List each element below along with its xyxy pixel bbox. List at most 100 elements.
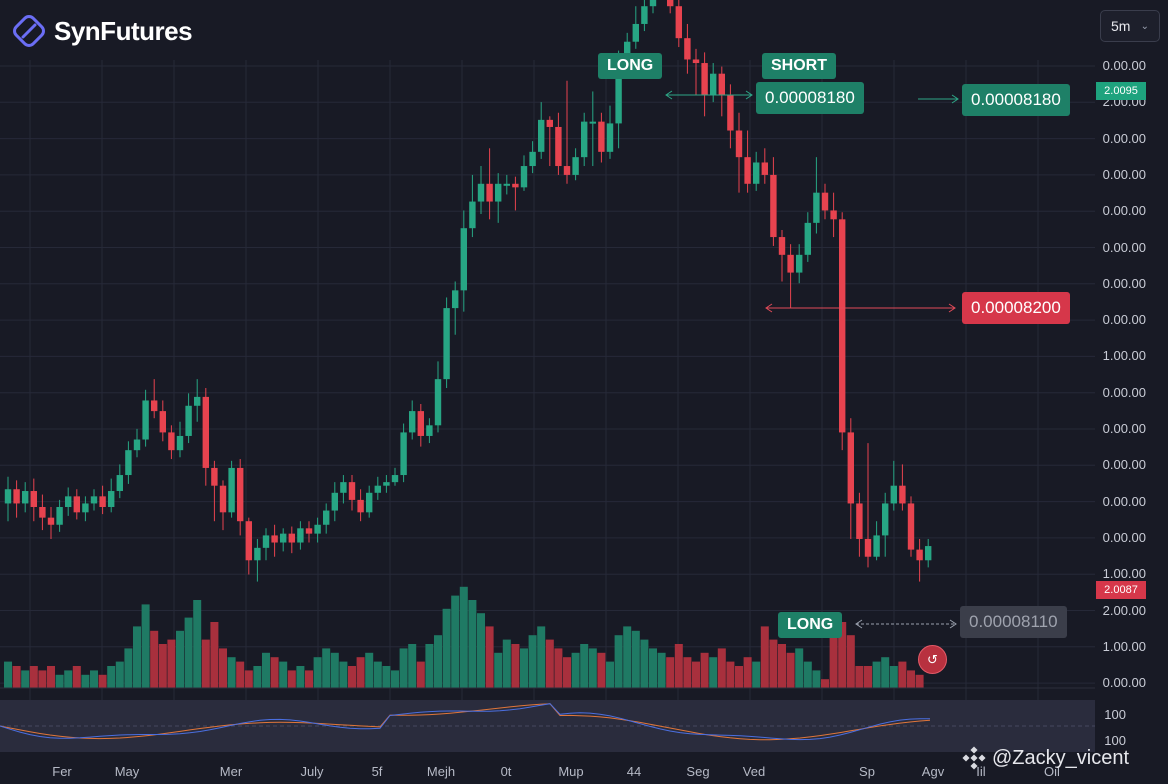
candle-body [804,222,811,255]
candle-body [847,432,854,504]
candle-body [434,379,442,426]
oscillator-label-top: 100 [1104,707,1126,722]
candle-body [99,496,106,507]
candle-body [409,411,416,433]
volume-bar [408,644,417,688]
brand-name: SynFutures [54,15,193,46]
volume-bar [778,644,786,688]
reset-chart-button[interactable]: ↺ [918,645,947,674]
candle-body [374,485,381,493]
volume-bar [416,661,425,688]
candle-body [65,496,72,507]
volume-bar [855,666,864,688]
volume-bar [752,661,761,688]
time-axis-label: Mup [558,764,584,779]
candle-body [667,0,674,7]
volume-bar [451,595,460,688]
volume-bar [709,657,718,688]
time-axis-label: May [114,764,140,779]
candle-body [615,59,622,124]
volume-bar [829,617,838,688]
volume-bar [115,661,124,688]
synfutures-logo-icon [13,15,45,47]
annotation-arrowhead [855,619,863,629]
candle-body [710,73,717,95]
volume-bar [244,670,253,688]
price-badge-top: 2.0095 [1096,82,1146,100]
annotation-arrowhead [665,90,673,100]
volume-bar [296,666,305,688]
candle-body [761,162,768,175]
volume-bar [915,674,924,688]
chart-grid [0,60,1095,700]
volume-bar [373,661,382,688]
candle-body [348,482,356,500]
candle-body [417,411,424,436]
candle-body [813,192,820,223]
candle-body [245,521,252,561]
candle-body [486,183,493,202]
short-price-tag: 0.00008180 [756,82,864,114]
candle-body [675,6,682,39]
candle-body [228,467,235,513]
volume-bar [29,666,38,688]
volume-bar [124,648,133,688]
timeframe-select[interactable]: 5m ⌄ [1100,10,1160,42]
candle-body [168,432,175,451]
volume-bar [666,657,675,688]
volume-bar [528,635,537,688]
price-axis-label: 0.00.00 [1102,58,1146,73]
candle-body [907,503,915,550]
time-axis-label: Oil [1044,764,1060,779]
time-axis-label: Mejh [426,764,456,779]
price-axis-label: 0.00.00 [1102,312,1146,328]
volume-bar [72,666,81,688]
candle-body [469,201,476,229]
timeframe-value: 5m [1111,18,1131,34]
candle-body [684,38,691,60]
candle-body [718,73,725,95]
volume-bar [494,652,503,688]
candle-body [632,23,639,42]
candle-body [47,517,55,525]
volume-bar [150,630,159,688]
volume-bar [554,648,563,688]
candle-body [323,510,330,525]
candle-body [331,492,338,511]
watermark-text: @Zacky_vicent [992,746,1130,769]
candle-body [899,485,906,504]
price-axis-label: 1.00.00 [1102,638,1146,654]
candle-body [108,491,115,507]
logo[interactable]: SynFutures [12,14,193,48]
annotation-arrowhead [951,94,959,104]
volume-bar [838,622,847,688]
candle-body [701,63,708,95]
price-axis-label: 0.00.00 [1102,239,1146,255]
volume-bar [158,644,167,688]
volume-bar [305,670,313,688]
candle-body [641,6,648,24]
volume-bar [631,630,640,688]
volume-bar [330,652,339,688]
candle-body [821,192,829,211]
candle-body [288,533,295,543]
candle-body [13,489,20,504]
candle-body [39,507,46,518]
long-label-top: LONG [598,53,663,79]
candle-body [366,492,373,513]
time-axis-label: Ved [742,764,766,779]
volume-bar [795,648,804,688]
volume-bar [889,666,898,688]
volume-bar [64,670,73,688]
volume-bar [12,666,21,688]
volume-bar [881,657,890,688]
volume-bar [571,652,580,688]
volume-bar [98,674,107,688]
volume-bar [434,635,442,688]
price-axis-label: 0.00.00 [1102,384,1146,400]
candle-body [151,400,158,412]
price-axis-label: 2.00.00 [1102,602,1146,618]
volume-bars [4,586,924,688]
candle-body [185,405,192,436]
